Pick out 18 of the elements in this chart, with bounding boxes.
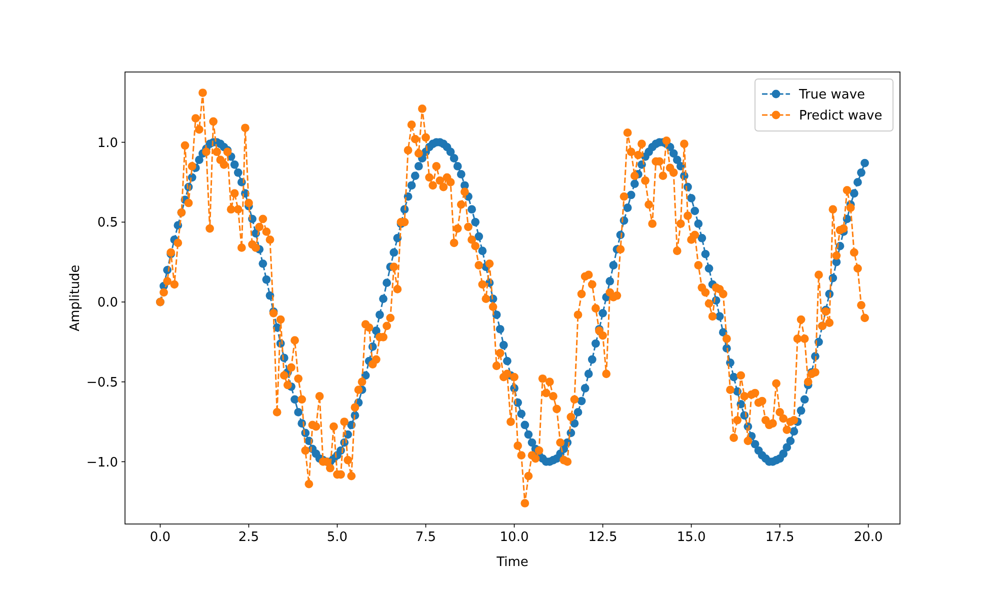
y-tick-label: 1.0 (97, 136, 118, 151)
x-tick-label: 15.0 (676, 530, 706, 545)
x-axis-title: Time (496, 555, 528, 570)
x-tick-label: 7.5 (415, 530, 436, 545)
y-axis-title: Amplitude (68, 264, 83, 332)
y-tick-label: 0.0 (97, 296, 118, 311)
x-tick-label: 12.5 (588, 530, 618, 545)
y-tick-label: 0.5 (97, 216, 118, 231)
x-tick-label: 10.0 (500, 530, 529, 545)
legend-label: Predict wave (799, 108, 882, 124)
legend-label: True wave (798, 88, 866, 103)
y-tick-label: −0.5 (86, 375, 118, 390)
x-tick-label: 20.0 (854, 530, 883, 545)
x-tick-label: 17.5 (765, 530, 794, 545)
x-tick-label: 0.0 (150, 530, 171, 545)
y-tick-label: −1.0 (86, 455, 118, 470)
x-tick-label: 5.0 (326, 530, 348, 545)
x-tick-label: 2.5 (238, 530, 260, 545)
